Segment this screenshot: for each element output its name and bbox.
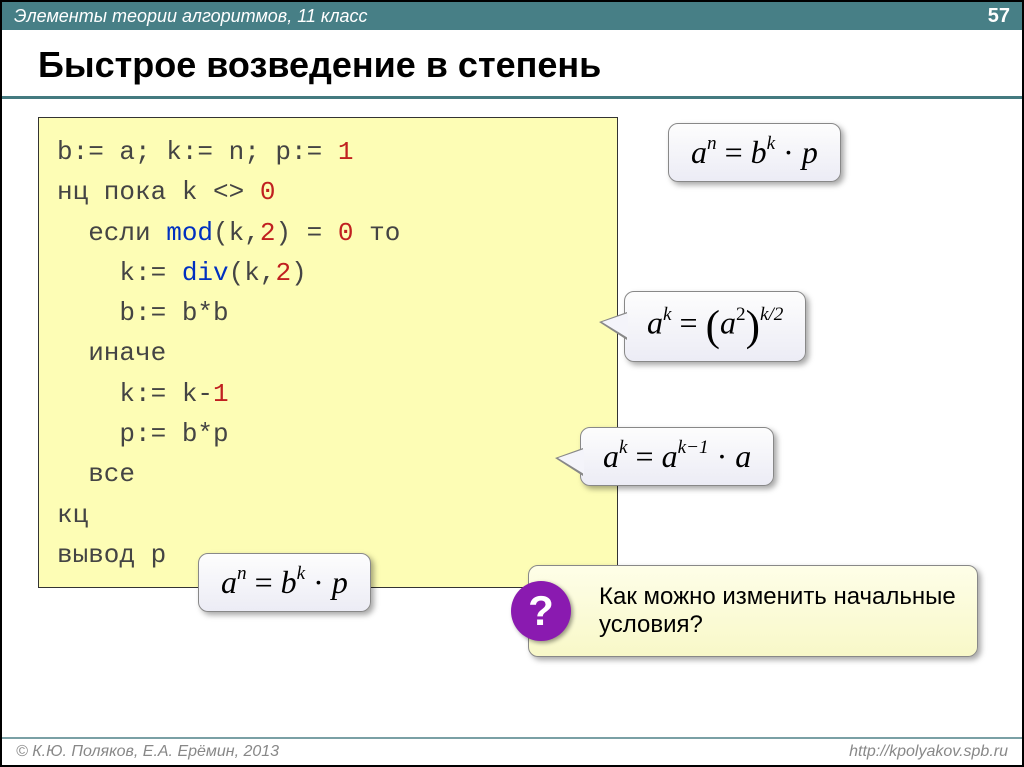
question-mark-icon: ? bbox=[511, 581, 571, 641]
code-line: p:= b*p bbox=[57, 414, 599, 454]
formula-bubble-3: ak = ak−1 · a bbox=[580, 427, 774, 486]
code-line: если mod(k,2) = 0 то bbox=[57, 213, 599, 253]
code-line: кц bbox=[57, 495, 599, 535]
slide: Элементы теории алгоритмов, 11 класс 57 … bbox=[0, 0, 1024, 767]
formula-bubble-2: ak = (a2)k/2 bbox=[624, 291, 806, 362]
page-number: 57 bbox=[988, 5, 1010, 28]
formula-bubble-1: an = bk · p bbox=[668, 123, 841, 182]
code-line: b:= b*b bbox=[57, 293, 599, 333]
code-box: b:= a; k:= n; p:= 1 нц пока k <> 0 если … bbox=[38, 117, 618, 588]
question-box: ? Как можно изменить начальные условия? bbox=[528, 565, 978, 657]
content-area: b:= a; k:= n; p:= 1 нц пока k <> 0 если … bbox=[2, 99, 1022, 699]
question-text: Как можно изменить начальные условия? bbox=[599, 583, 961, 639]
footer: © К.Ю. Поляков, Е.А. Ерёмин, 2013 http:/… bbox=[2, 737, 1022, 765]
footer-url: http://kpolyakov.spb.ru bbox=[849, 743, 1008, 761]
code-line: все bbox=[57, 454, 599, 494]
code-line: иначе bbox=[57, 333, 599, 373]
code-line: b:= a; k:= n; p:= 1 bbox=[57, 132, 599, 172]
formula-bubble-4: an = bk · p bbox=[198, 553, 371, 612]
code-line: k:= div(k,2) bbox=[57, 253, 599, 293]
header-bar: Элементы теории алгоритмов, 11 класс 57 bbox=[2, 2, 1022, 30]
breadcrumb: Элементы теории алгоритмов, 11 класс bbox=[14, 6, 368, 27]
footer-copyright: © К.Ю. Поляков, Е.А. Ерёмин, 2013 bbox=[16, 743, 279, 761]
page-title: Быстрое возведение в степень bbox=[2, 30, 1022, 96]
code-line: нц пока k <> 0 bbox=[57, 172, 599, 212]
code-line: k:= k-1 bbox=[57, 374, 599, 414]
